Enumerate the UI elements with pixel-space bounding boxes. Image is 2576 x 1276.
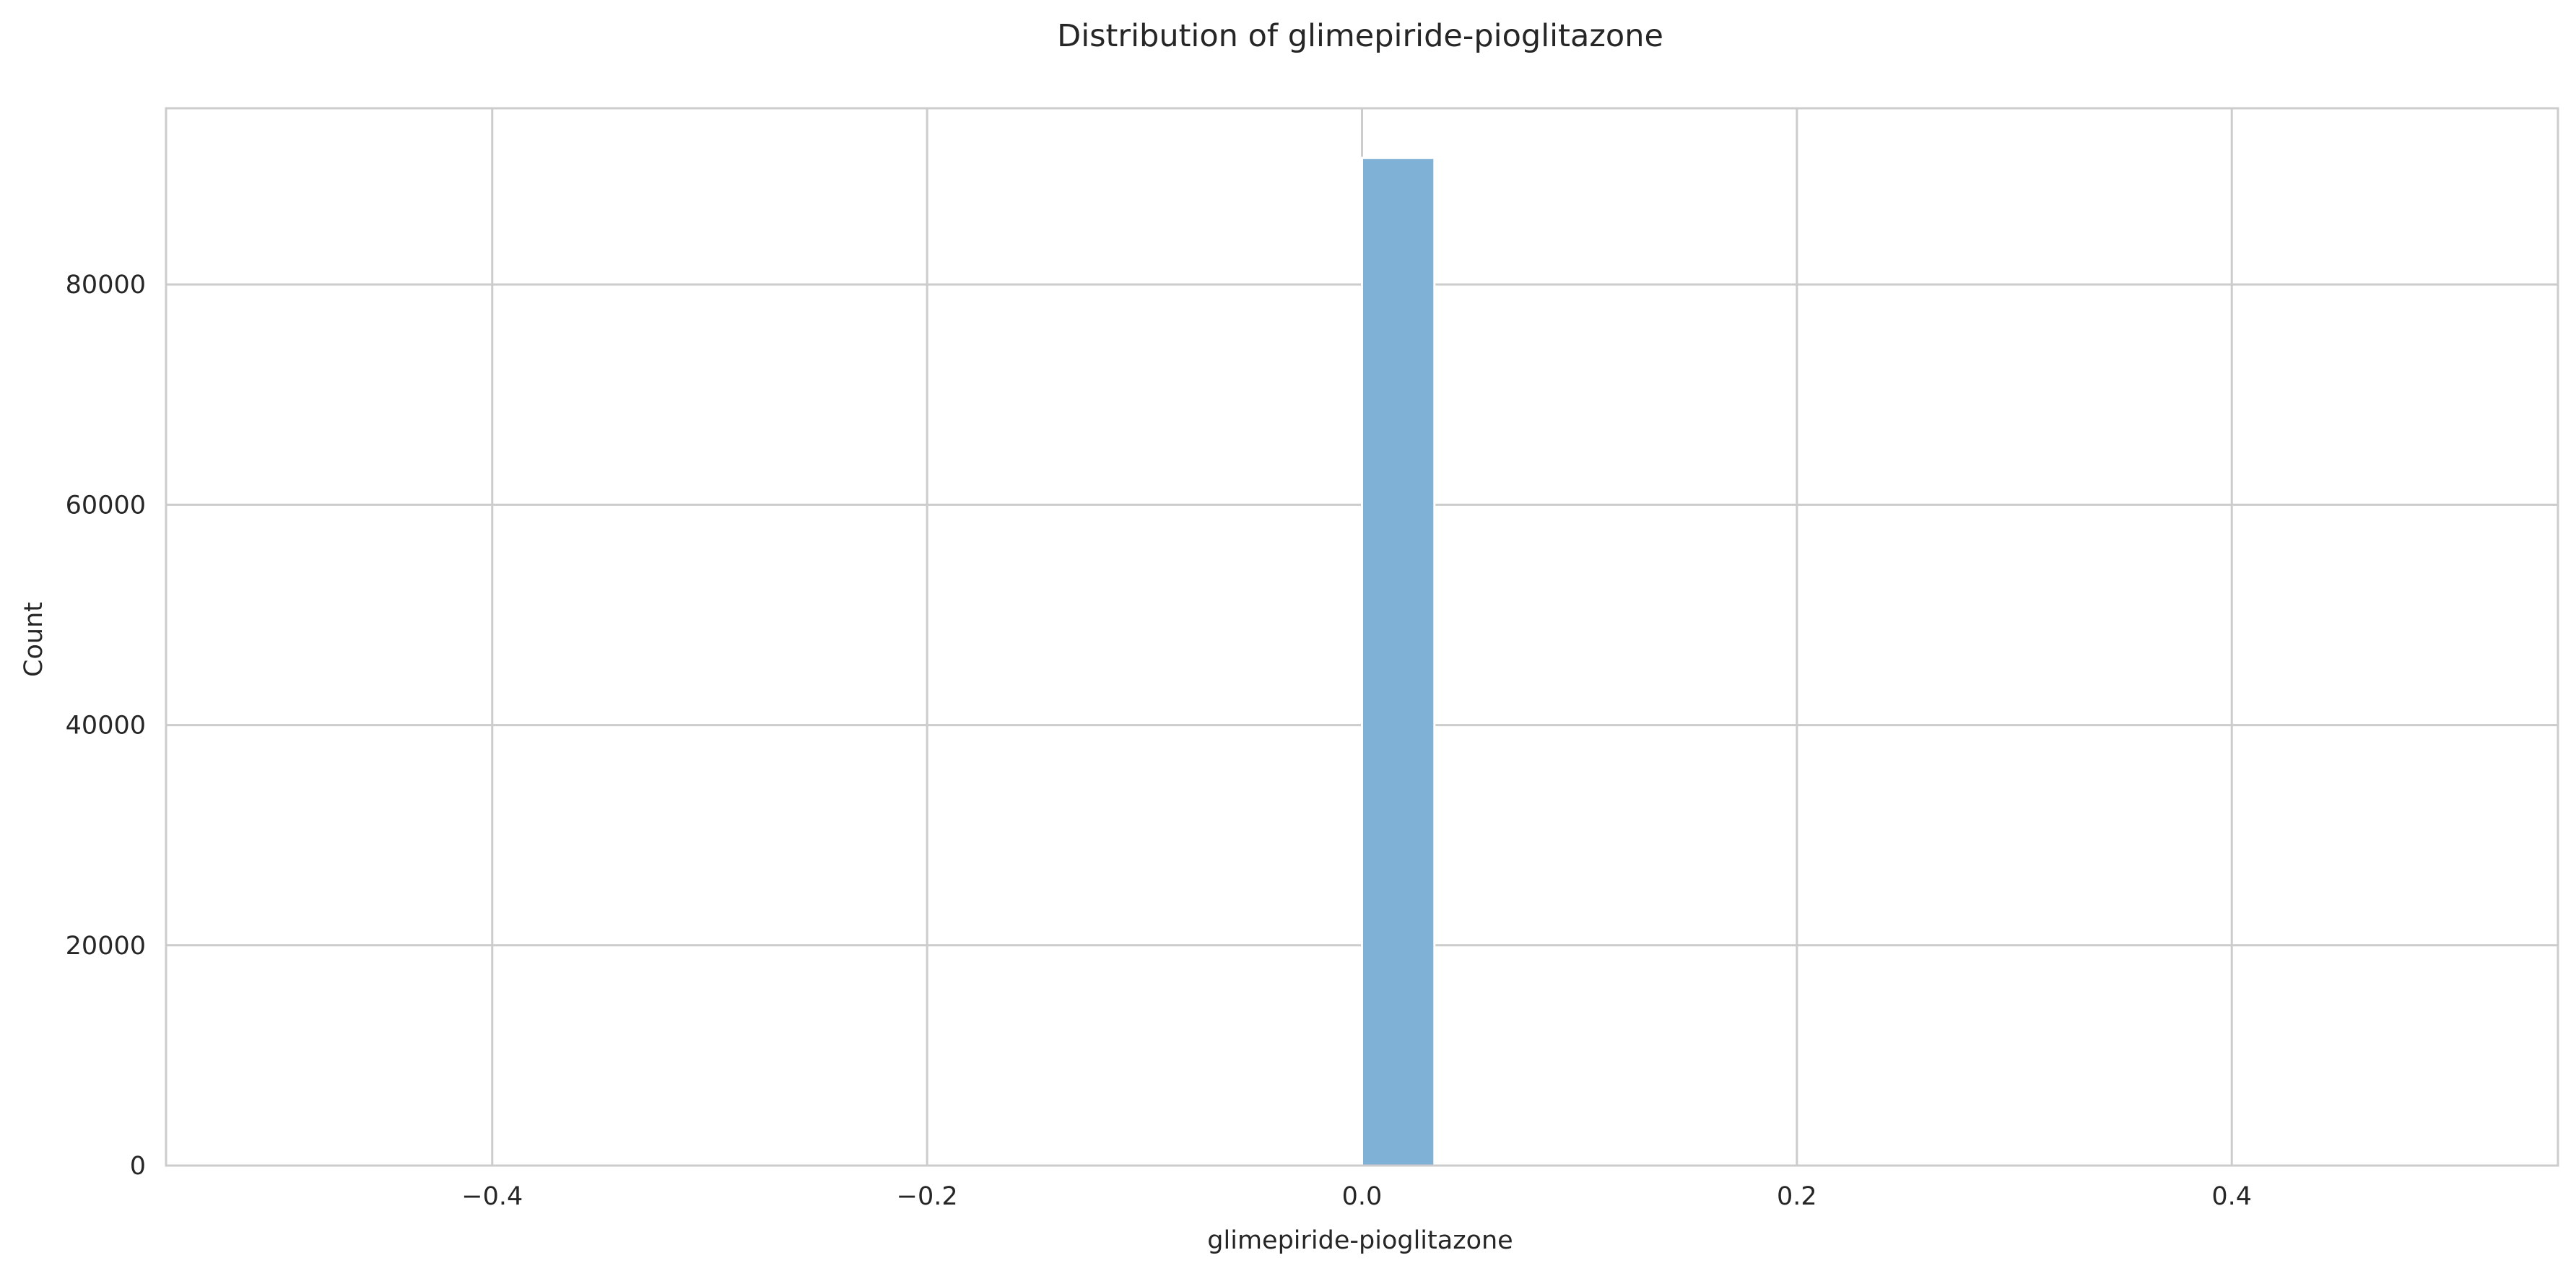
bars: [1361, 157, 1436, 1167]
histogram-bar: [1361, 157, 1436, 1167]
y-tick-label: 20000: [66, 932, 146, 961]
x-tick-label: 0.4: [2211, 1182, 2252, 1211]
y-axis-ticks: 0 20000 40000 60000 80000: [66, 271, 146, 1181]
y-tick-label: 0: [130, 1152, 146, 1181]
x-tick-label: 0.2: [1777, 1182, 1817, 1211]
y-tick-label: 60000: [66, 491, 146, 520]
chart-title: Distribution of glimepiride-pioglitazone: [1057, 18, 1663, 54]
plot-frame: [165, 107, 2559, 1167]
y-axis-label: Count: [19, 602, 48, 677]
x-tick-label: −0.4: [461, 1182, 523, 1211]
x-axis-ticks: −0.4 −0.2 0.0 0.2 0.4: [461, 1182, 2252, 1211]
x-axis-label: glimepiride-pioglitazone: [1207, 1226, 1513, 1255]
y-tick-label: 40000: [66, 712, 146, 740]
x-tick-label: 0.0: [1342, 1182, 1383, 1211]
x-tick-label: −0.2: [897, 1182, 958, 1211]
y-tick-label: 80000: [66, 271, 146, 300]
